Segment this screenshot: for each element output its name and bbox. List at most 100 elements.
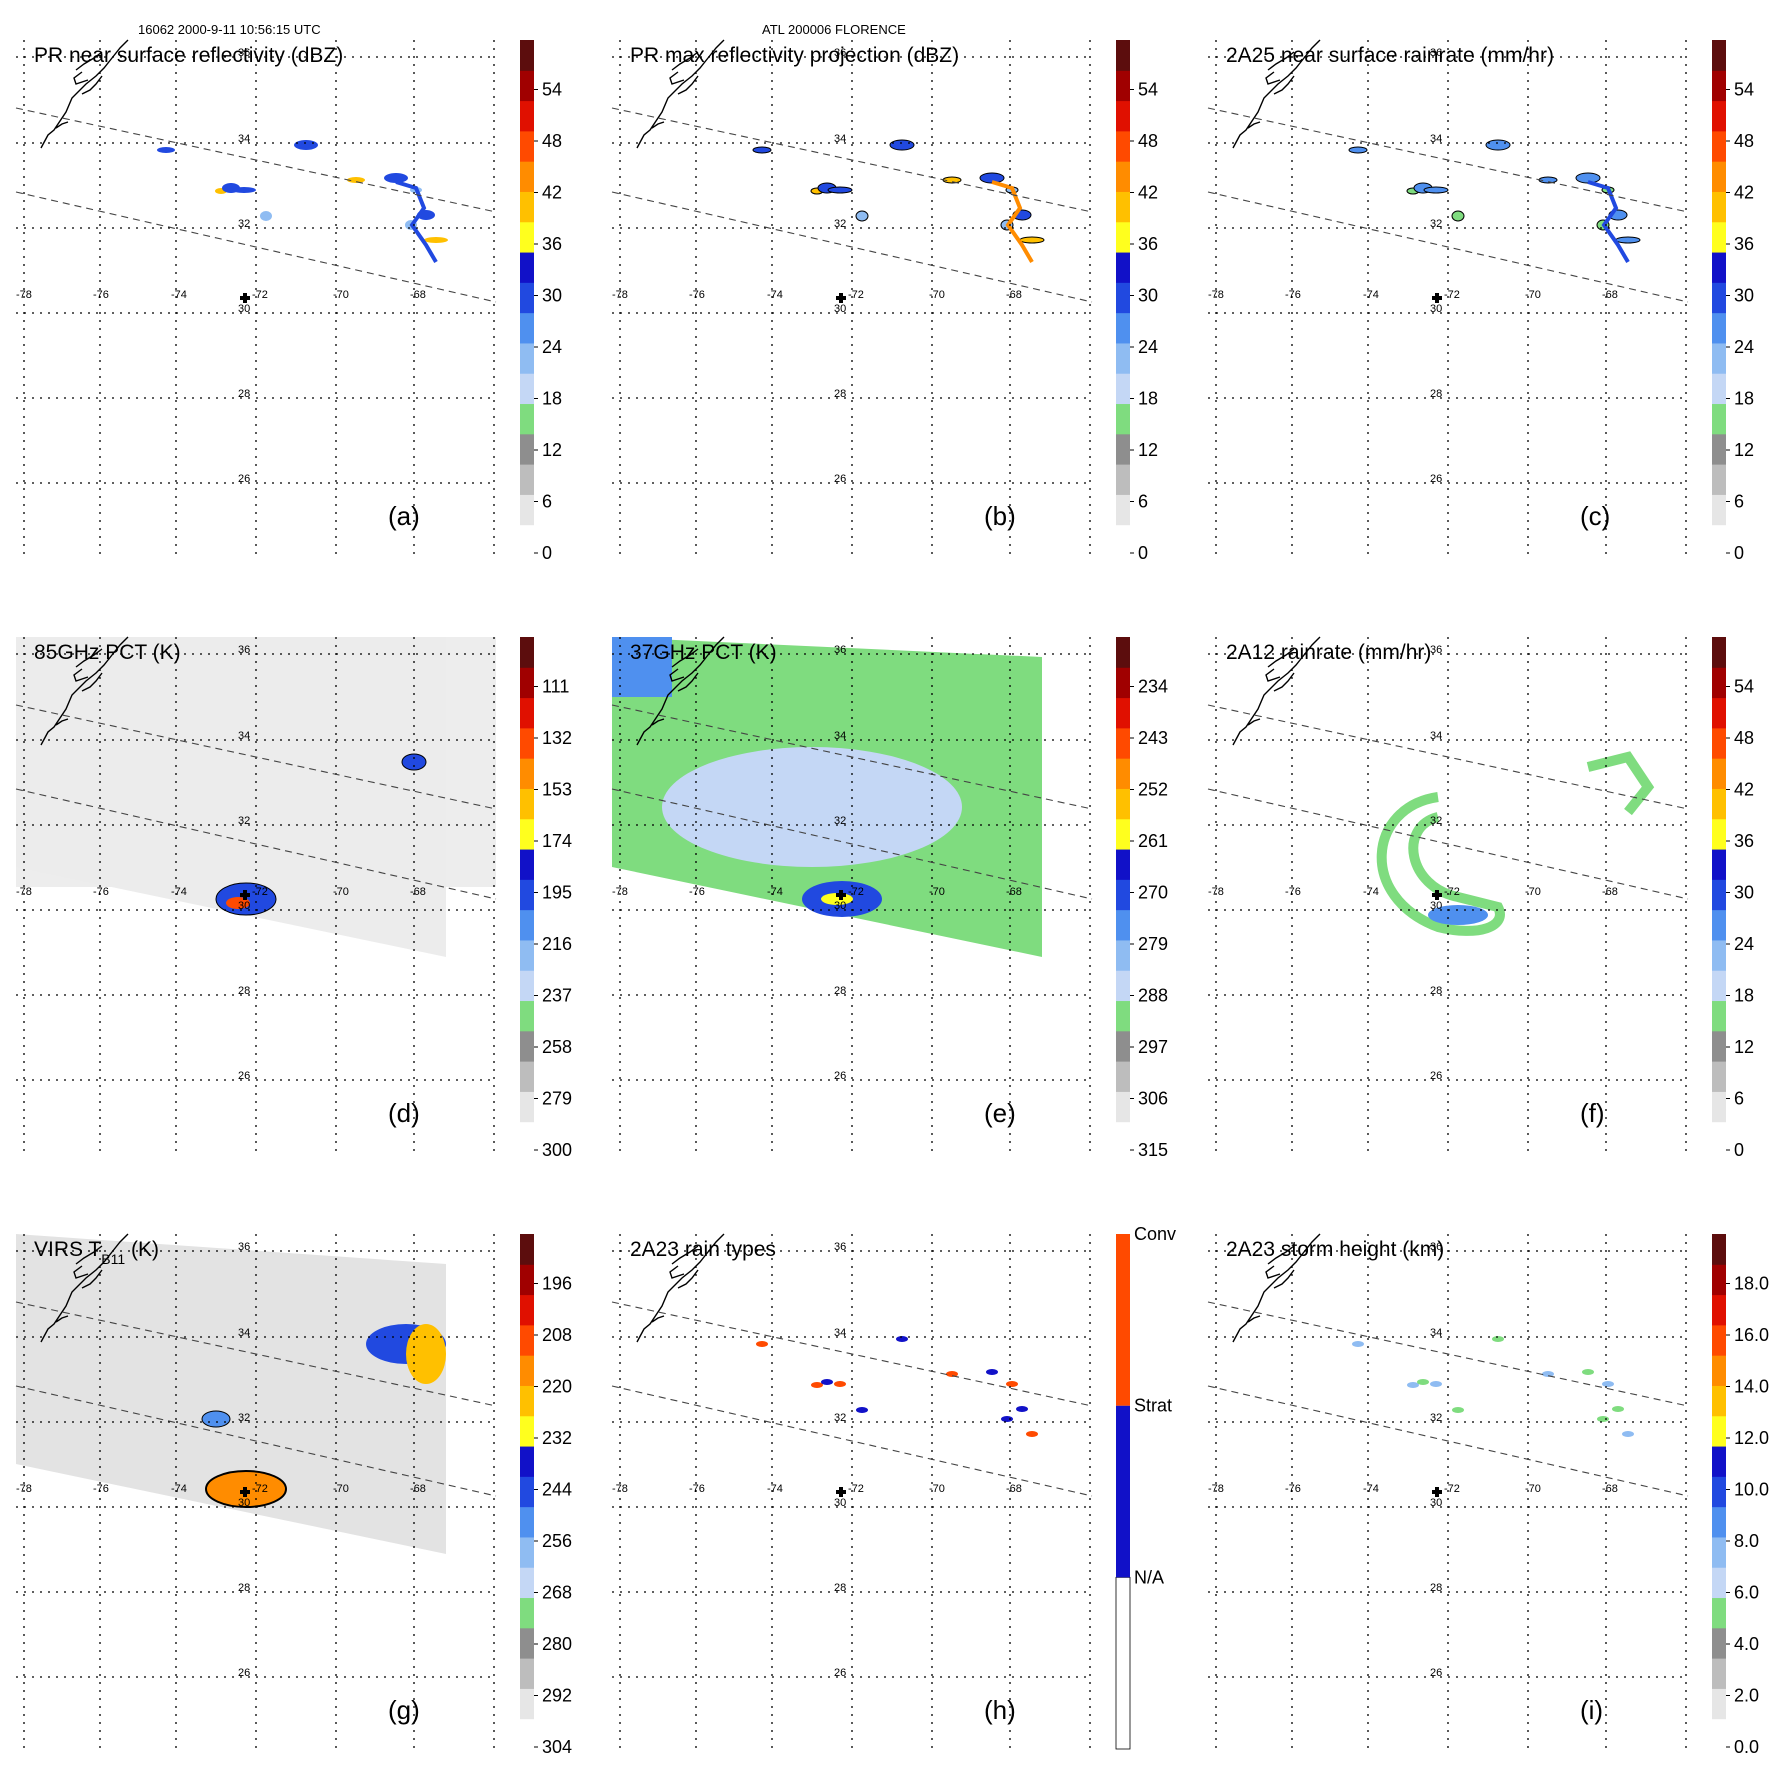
- colorbar-segment: [1116, 100, 1130, 132]
- colorbar-segment: [1712, 1355, 1726, 1386]
- lat-label: 30: [238, 1497, 250, 1509]
- echo-cell: [979, 172, 1005, 184]
- lat-label: 32: [834, 815, 846, 827]
- coastline: [636, 636, 725, 746]
- echo-cell: [1485, 139, 1511, 151]
- colorbar-segment: [1116, 1000, 1130, 1032]
- lat-label: 30: [238, 303, 250, 315]
- colorbar-segment: [1116, 849, 1130, 880]
- map-panel-a: -78 -76 -74 -72 -70 -68 36 34 32 30 28 26 0 6 12 18 24 30…: [15, 39, 562, 563]
- lon-label: -76: [1285, 1483, 1301, 1495]
- colorbar-segment: [1712, 697, 1726, 729]
- colorbar-segment: [520, 130, 534, 162]
- colorbar-segment: [520, 1061, 534, 1092]
- colorbar-segment: [1712, 70, 1726, 102]
- lat-label: 26: [238, 473, 250, 485]
- lat-label: 28: [1430, 985, 1442, 997]
- rain-type-pixel: [834, 1381, 846, 1387]
- lon-label: -68: [1602, 289, 1618, 301]
- lon-label: -68: [1602, 886, 1618, 898]
- echo-cell: [232, 187, 256, 193]
- colorbar-segment: [1116, 282, 1130, 314]
- lon-label: -76: [689, 289, 705, 301]
- convective-cell: [401, 753, 427, 771]
- colorbar-label: 42: [1734, 183, 1754, 203]
- colorbar-label: 279: [542, 1089, 572, 1109]
- colorbar-label: 48: [1734, 131, 1754, 151]
- colorbar-label: 216: [542, 934, 572, 954]
- colorbar-label: 280: [542, 1634, 572, 1654]
- colorbar-label: 297: [1138, 1037, 1168, 1057]
- colorbar-segment: [1116, 40, 1130, 71]
- lat-label: 28: [238, 388, 250, 400]
- colorbar-label: 42: [1734, 780, 1754, 800]
- colorbar-segment: [520, 788, 534, 820]
- colorbar-label: 30: [1734, 286, 1754, 306]
- colorbar-segment: [1116, 637, 1130, 668]
- colorbar-label: 18.0: [1734, 1274, 1769, 1294]
- colorbar-label: 244: [542, 1480, 572, 1500]
- colorbar-segment: [1712, 1567, 1726, 1599]
- lon-label: -74: [171, 886, 187, 898]
- map-panel-h: -78 -76 -74 -72 -70 -68 36 34 32 30 28 26 N/A Strat Co…: [611, 1224, 1176, 1750]
- colorbar-label: 24: [1734, 934, 1754, 954]
- lon-label: -68: [410, 1483, 426, 1495]
- lon-label: -78: [612, 886, 628, 898]
- colorbar-segment: [1712, 1324, 1726, 1356]
- lat-label: 36: [238, 47, 250, 59]
- lon-label: -72: [848, 289, 864, 301]
- colorbar-segment: [1116, 70, 1130, 102]
- storm-height-pixel: [1602, 1381, 1614, 1387]
- colorbar-label: 36: [1138, 234, 1158, 254]
- colorbar-segment: [1712, 1476, 1726, 1508]
- swath-edge-north: [1207, 1301, 1689, 1407]
- colorbar-label: 300: [542, 1140, 572, 1160]
- colorbar-na: [1115, 1576, 1131, 1750]
- panel-title-tail: (K): [125, 1238, 159, 1261]
- lon-label: -74: [767, 1483, 783, 1495]
- colorbar-segment: [1712, 1294, 1726, 1326]
- lon-label: -78: [16, 1483, 32, 1495]
- colorbar-segment: [520, 161, 534, 192]
- lat-label: 32: [238, 815, 250, 827]
- colorbar-segment: [1712, 1627, 1726, 1659]
- colorbar-segment: [1116, 1030, 1130, 1062]
- colorbar-segment: [520, 637, 534, 668]
- colorbar-segment: [1712, 1121, 1726, 1153]
- echo-cell: [827, 186, 853, 194]
- colorbar-segment: [1116, 373, 1130, 405]
- lat-label: 34: [834, 730, 846, 742]
- colorbar-segment: [520, 1091, 534, 1123]
- colorbar-segment: [1712, 1030, 1726, 1062]
- colorbar-segment: [1712, 637, 1726, 668]
- lat-label: 30: [834, 1497, 846, 1509]
- storm-center-marker: [1432, 293, 1442, 303]
- colorbar-label: 14.0: [1734, 1377, 1769, 1397]
- map-panel-d: -78 -76 -74 -72 -70 -68 36 34 32 30 28 26 300 279 258 2…: [15, 636, 572, 1160]
- colorbar-segment: [1712, 312, 1726, 344]
- colorbar-label: 220: [542, 1377, 572, 1397]
- rain-type-pixel: [1001, 1416, 1013, 1422]
- colorbar-segment: [520, 1718, 534, 1750]
- lon-label: -78: [16, 289, 32, 301]
- swath-edge-north: [1207, 107, 1689, 213]
- colorbar-segment: [520, 697, 534, 729]
- lat-label: 34: [1430, 1327, 1442, 1339]
- colorbar-label: 279: [1138, 934, 1168, 954]
- colorbar-label: 6: [542, 492, 552, 512]
- panel-title: 2A23 rain types: [630, 1238, 776, 1261]
- panel-title: 2A25 near surface rainrate (mm/hr): [1226, 44, 1554, 67]
- colorbar-segment: [1116, 221, 1130, 253]
- echo-cell: [1348, 146, 1368, 154]
- colorbar-segment: [1712, 373, 1726, 405]
- lon-label: -70: [929, 289, 945, 301]
- storm-center-marker: [836, 890, 846, 900]
- coastline: [1232, 39, 1321, 149]
- colorbar-segment: [520, 191, 534, 223]
- lat-label: 26: [834, 1667, 846, 1679]
- lon-label: -74: [171, 1483, 187, 1495]
- colorbar-segment: [1116, 758, 1130, 789]
- rain-type-pixel: [856, 1407, 868, 1413]
- colorbar-segment: [520, 100, 534, 132]
- rain-type-pixel: [946, 1371, 958, 1377]
